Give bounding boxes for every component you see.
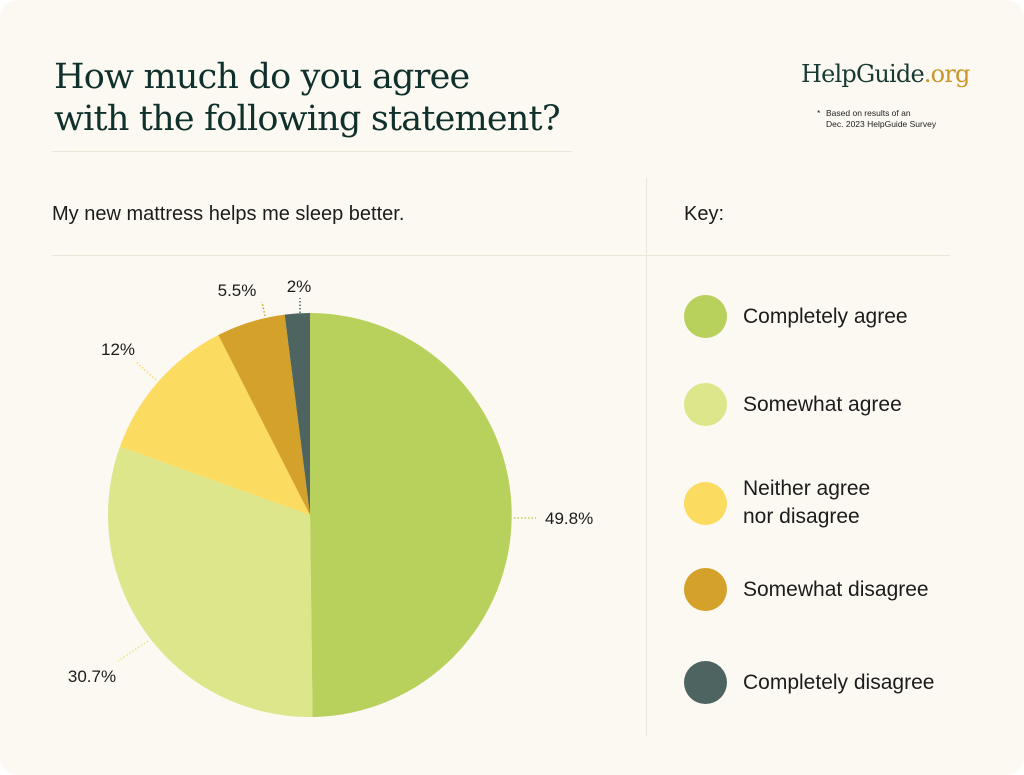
pie-slice-neither	[119, 335, 310, 515]
legend-item-completely-disagree: Completely disagree	[684, 661, 984, 704]
pie-slice-somewhat-agree	[107, 446, 313, 717]
brand-tld: .org	[923, 60, 971, 88]
brand-logo: HelpGuide.org	[801, 60, 970, 88]
section-divider	[52, 255, 950, 256]
data-label-somewhat-agree: 30.7%	[68, 667, 116, 686]
legend-swatch-somewhat-disagree	[684, 568, 727, 611]
legend-swatch-completely-agree	[684, 295, 727, 338]
survey-note: * Based on results of an Dec. 2023 HelpG…	[817, 108, 937, 130]
brand-name: HelpGuide	[801, 60, 925, 88]
data-label-completely-agree: 49.8%	[545, 509, 593, 528]
legend-swatch-completely-disagree	[684, 661, 727, 704]
chart-question: My new mattress helps me sleep better.	[52, 203, 405, 225]
pie-slice-somewhat-disagree	[218, 314, 310, 515]
legend-label: Neither agree nor disagree	[743, 477, 871, 528]
pie-slice-completely-disagree	[284, 313, 310, 515]
legend-swatch-neither	[684, 481, 727, 525]
legend-item-completely-agree: Completely agree	[684, 295, 984, 338]
note-asterisk: *	[817, 108, 821, 118]
pie-labels: 49.8% 30.7% 12% 5.5% 2%	[68, 277, 593, 686]
legend-label: Somewhat disagree	[743, 577, 929, 601]
legend-label: Somewhat agree	[743, 392, 902, 416]
note-line-1: Based on results of an	[826, 108, 911, 118]
legend-swatch-somewhat-agree	[684, 383, 727, 426]
legend-label: Completely disagree	[743, 670, 935, 694]
leader-line-somewhat-disagree	[261, 301, 266, 317]
pie-slices	[107, 313, 512, 717]
data-label-completely-disagree: 2%	[287, 277, 312, 296]
title-line-1: How much do you agree	[54, 57, 470, 97]
data-label-neither: 12%	[101, 340, 135, 359]
title-divider	[52, 151, 572, 152]
leader-line-somewhat-agree	[117, 640, 149, 662]
note-line-2: Dec. 2023 HelpGuide Survey	[826, 119, 937, 129]
title-line-2: with the following statement?	[54, 99, 561, 139]
page-title: How much do you agree with the following…	[54, 56, 561, 140]
leader-line-neither	[135, 361, 157, 381]
legend-item-somewhat-agree: Somewhat agree	[684, 383, 984, 426]
legend-item-somewhat-disagree: Somewhat disagree	[684, 568, 984, 611]
pie-leader-lines	[117, 298, 536, 662]
data-label-somewhat-disagree: 5.5%	[218, 281, 257, 300]
legend-item-neither: Neither agree nor disagree	[684, 475, 984, 531]
column-divider	[646, 178, 647, 736]
legend-title: Key:	[684, 203, 725, 225]
legend-label: Completely agree	[743, 304, 908, 328]
pie-slice-completely-agree	[310, 313, 512, 717]
